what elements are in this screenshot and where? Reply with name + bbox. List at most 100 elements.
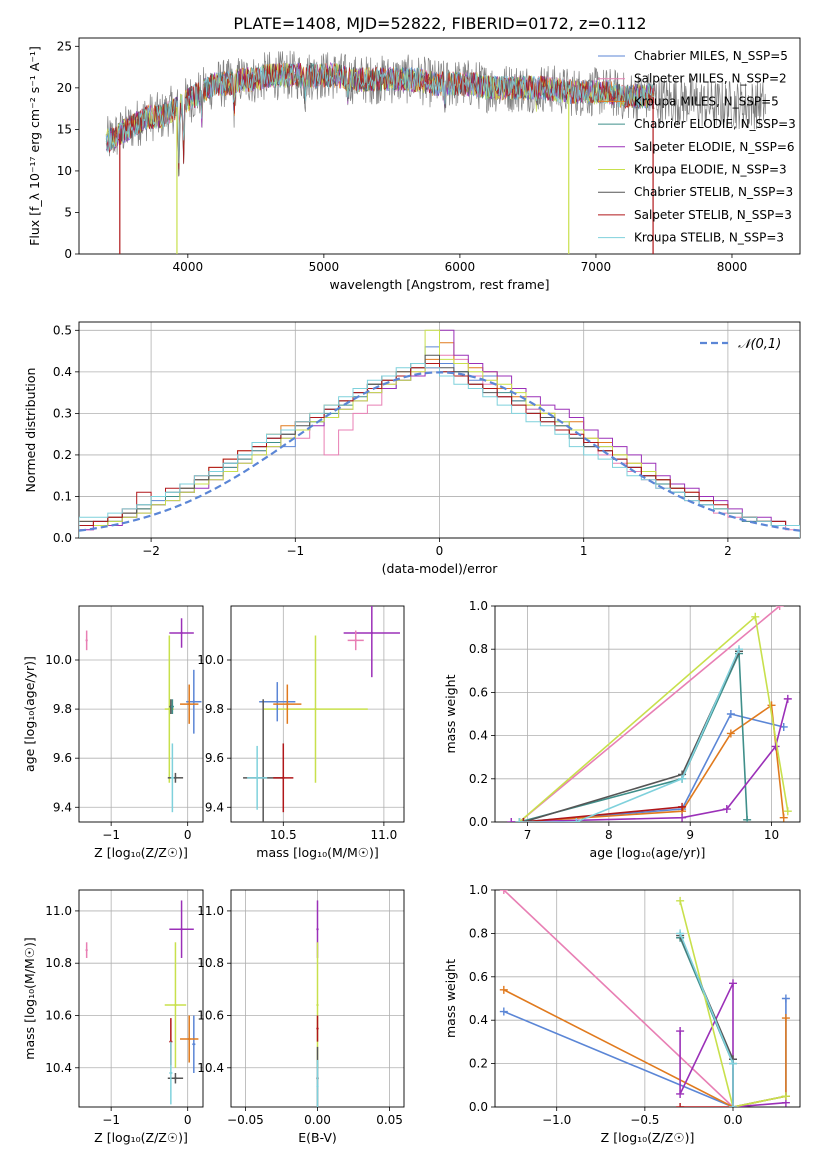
y-tick-label: 9.4	[205, 800, 224, 814]
errorbar-point	[168, 707, 171, 711]
y-tick-label: 9.8	[53, 702, 72, 716]
age-vs-mass-plot: 10.5 11.0 9.4 9.6 9.8 10.0 mass [log₁₀(M/M☉)]	[197, 605, 405, 860]
mass-weight-marker	[678, 802, 687, 811]
x-tick-label: 5000	[309, 260, 340, 274]
mass-weight-marker	[507, 818, 516, 822]
mass-weight-marker	[783, 807, 792, 816]
plot-area	[499, 890, 790, 1107]
model-spectrum-line	[105, 62, 655, 170]
legend-label: Kroupa ELODIE, N_SSP=3	[634, 163, 787, 177]
plot-area	[507, 606, 792, 822]
x-axis-label: mass [log₁₀(M/M☉)]	[256, 845, 378, 860]
errorbar-point	[316, 1084, 319, 1088]
spectrum-panel: PLATE=1408, MJD=52822, FIBERID=0172, z=0…	[27, 14, 801, 292]
y-tick-label: 0.8	[469, 642, 488, 656]
plot-frame	[78, 889, 204, 1108]
mass-weight-marker	[767, 701, 776, 710]
plot-area	[105, 50, 767, 254]
x-tick-label: 4000	[173, 260, 204, 274]
mass-weight-marker	[678, 774, 687, 783]
errorbar-point	[192, 1043, 196, 1046]
errorbar-point	[171, 705, 174, 708]
y-tick-label: 10.0	[197, 653, 224, 667]
y-tick-label: 10.6	[45, 1008, 72, 1022]
mass-weight-marker	[678, 813, 687, 822]
mass-weight-line	[519, 653, 748, 822]
errorbar-point	[286, 702, 289, 706]
mass-weight-line	[519, 713, 784, 822]
y-tick-label: 0.6	[469, 970, 488, 984]
mass-weight-marker	[775, 606, 784, 610]
y-tick-label: 0.4	[53, 365, 72, 379]
mass-weight-marker	[676, 1089, 685, 1098]
y-axis-label: age [log₁₀(age/yr)]	[22, 656, 37, 772]
mass-weight-line	[519, 648, 740, 822]
mass-weight-marker	[781, 994, 790, 1003]
mass-weight-vs-age-plot: 7 8 9 10 0.0 0.2 0.4 0.6 0.8 1.0 age [log₁₀(age/yr…	[443, 599, 801, 860]
mass-weight-marker	[751, 612, 760, 621]
x-axis-label: (data-model)/error	[382, 561, 499, 576]
errorbar-point	[316, 1003, 319, 1007]
x-axis-label: Z [log₁₀(Z/Z☉)]	[94, 1130, 188, 1145]
x-tick-label: 0	[184, 828, 192, 842]
x-tick-label: 8000	[717, 260, 748, 274]
x-tick-label: 0.0	[723, 1113, 742, 1127]
age-vs-metallicity-plot: −1 0 9.4 9.6 9.8 10.0 Z [log₁₀(Z/Z☉)] age [log₁…	[22, 605, 204, 860]
x-axis-label: Z [log₁₀(Z/Z☉)]	[94, 845, 188, 860]
plot-frame	[230, 605, 405, 823]
x-tick-label: 1	[580, 544, 588, 558]
errorbar-point	[314, 707, 317, 711]
mass-weight-vs-metallicity-plot: −1.0 −0.5 0.0 0.0 0.2 0.4 0.6 0.8 1.0 Z [log₁₀(Z/…	[443, 883, 801, 1145]
x-tick-label: −0.5	[630, 1113, 659, 1127]
x-axis-label: age [log₁₀(age/yr)]	[590, 845, 706, 860]
plot-frame	[78, 321, 801, 539]
mass-weight-marker	[781, 1092, 790, 1101]
y-axis-label: mass [log₁₀(M/M☉)]	[22, 937, 37, 1059]
errorbar-point	[192, 700, 196, 703]
errorbar-point	[174, 776, 177, 780]
x-tick-label: 6000	[445, 260, 476, 274]
plot-area	[85, 618, 202, 813]
legend-label: Chabrier ELODIE, N_SSP=3	[634, 117, 796, 131]
y-tick-label: 0.3	[53, 406, 72, 420]
x-tick-label: −1.0	[542, 1113, 571, 1127]
mass-weight-marker	[729, 1059, 738, 1068]
x-tick-label: −1	[102, 828, 120, 842]
y-tick-label: 10.4	[45, 1061, 72, 1075]
histogram-legend: 𝒩(0,1)	[700, 337, 781, 352]
y-tick-label: 10	[57, 164, 72, 178]
y-axis-label: mass weight	[443, 959, 458, 1038]
x-tick-label: 0	[184, 1113, 192, 1127]
y-tick-label: 0.2	[469, 772, 488, 786]
mass-weight-marker	[572, 818, 581, 822]
model-spectrum-line	[105, 62, 655, 164]
mass-weight-marker	[515, 818, 524, 822]
y-tick-label: 15	[57, 122, 72, 136]
x-tick-label: −1	[102, 1113, 120, 1127]
mass-weight-marker	[729, 1103, 738, 1107]
y-tick-label: 1.0	[469, 599, 488, 613]
y-tick-label: 10.8	[197, 956, 224, 970]
x-tick-label: −1	[286, 544, 304, 558]
plot-area	[85, 900, 199, 1105]
mass-weight-marker	[771, 742, 780, 751]
mass-weight-marker	[499, 890, 508, 894]
y-tick-label: 10.6	[197, 1008, 224, 1022]
plot-frame	[494, 605, 801, 823]
x-tick-label: 9	[686, 828, 694, 842]
y-tick-label: 9.4	[53, 800, 72, 814]
legend-label: Chabrier MILES, N_SSP=5	[634, 49, 788, 63]
errorbar-point	[188, 702, 191, 706]
errorbar-point	[174, 1003, 177, 1007]
errorbar-point	[174, 1077, 177, 1080]
y-tick-label: 0.5	[53, 323, 72, 337]
errorbar-point	[188, 1037, 191, 1041]
x-tick-label: 11.0	[371, 828, 398, 842]
mass-weight-marker	[676, 1103, 685, 1107]
plot-frame	[494, 889, 801, 1108]
y-tick-label: 25	[57, 39, 72, 53]
y-tick-label: 0.0	[53, 531, 72, 545]
mass-weight-marker	[676, 896, 685, 905]
spectrum-legend: Chabrier MILES, N_SSP=5 Salpeter MILES, N…	[598, 49, 796, 245]
mass-weight-marker	[499, 985, 508, 994]
